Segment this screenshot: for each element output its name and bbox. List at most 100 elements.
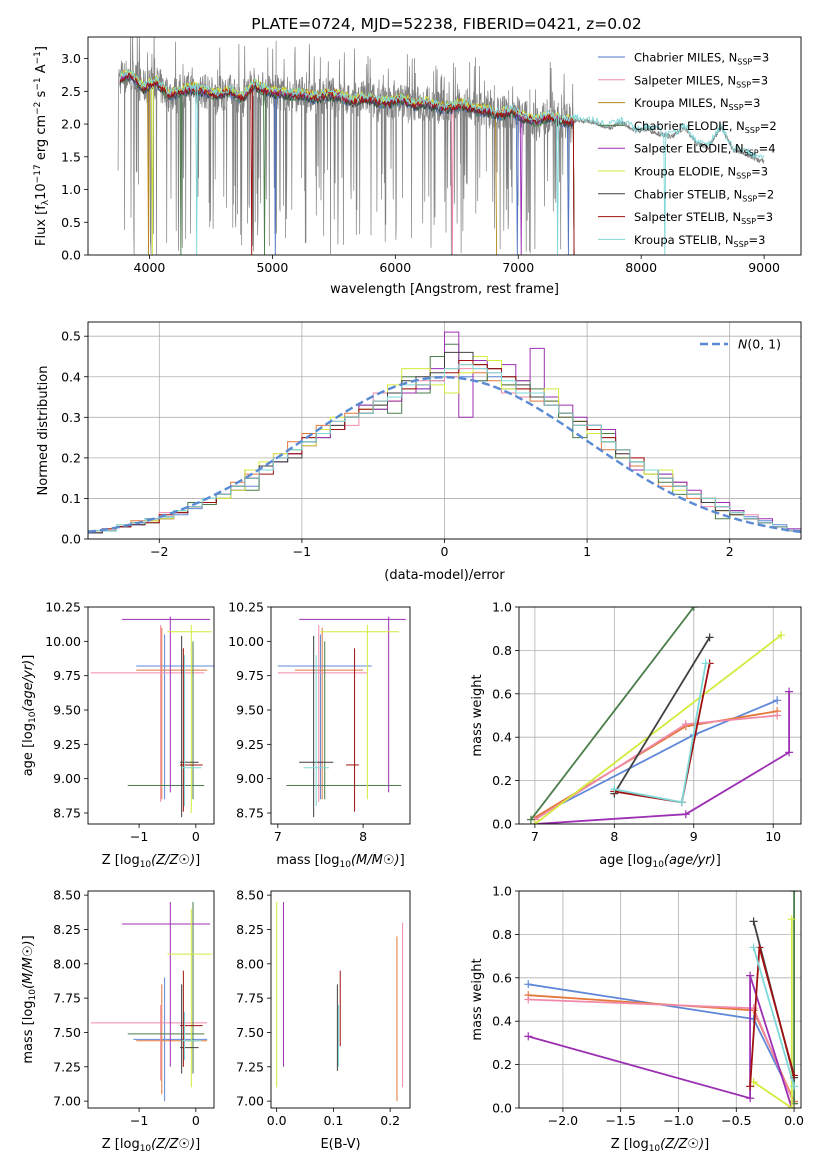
spectrum-panel: PLATE=0724, MJD=52238, FIBERID=0421, z=0… [33, 15, 802, 297]
axes-frame [518, 890, 802, 1109]
y-tick-label: 9.50 [236, 703, 264, 718]
x-tick-label: 9 [690, 829, 698, 844]
legend-label: Chabrier STELIB, NSSP=2 [634, 187, 774, 203]
x-tick-label: 0.1 [323, 1113, 343, 1128]
weight-marker [787, 915, 796, 924]
y-tick-label: 1.0 [492, 600, 512, 615]
y-tick-label: 8.75 [53, 806, 81, 821]
xlabel-part: ] [704, 1137, 709, 1152]
ylabel-sub: λ [41, 199, 51, 205]
ylabel-part: ] [21, 655, 36, 660]
ylabel-sup: −1 [33, 51, 43, 64]
weight-marker [790, 891, 799, 895]
weight-series [530, 607, 695, 821]
legend-post: =2 [757, 187, 774, 201]
panel-ylabel: age [log10(age/yr)] [21, 655, 38, 777]
histogram-xlabel: (data-model)/error [384, 568, 505, 583]
panel-xlabel: Z [log10(Z/Z☉)] [611, 1137, 709, 1154]
legend-sub: SSP [742, 194, 757, 203]
ylabel-part: ] [34, 46, 49, 51]
y-tick-label: 7.50 [236, 1025, 264, 1040]
legend-sub: SSP [736, 172, 751, 181]
mass-extinction-panel: 0.0 0.1 0.2 7.00 7.25 7.50 7.75 8.00 8.25 8.50 E(B… [236, 888, 411, 1152]
weight-marker [681, 720, 690, 729]
data-point [136, 634, 214, 800]
y-tick-label: 1.0 [61, 182, 81, 197]
panel-xlabel: mass [log10(M/M☉)] [276, 853, 404, 870]
y-tick-label: 0.4 [492, 730, 512, 745]
ylabel-sub: 10 [28, 989, 38, 1001]
xlabel-part: (M/M☉) [351, 853, 400, 868]
x-tick-label: −2 [150, 544, 168, 559]
y-tick-label: 7.75 [236, 991, 264, 1006]
x-tick-label: 5000 [256, 260, 288, 275]
x-tick-label: −1.0 [663, 1113, 693, 1128]
legend-part: N [738, 337, 748, 352]
x-tick-label: −1 [130, 829, 148, 844]
x-tick-label: 7 [531, 829, 539, 844]
xlabel-part: ] [400, 853, 405, 868]
normal-curve [88, 375, 801, 534]
data-point [299, 616, 406, 793]
legend-label: Chabrier ELODIE, NSSP=2 [634, 119, 777, 135]
legend-sub: SSP [729, 103, 744, 112]
y-tick-label: 7.00 [53, 1094, 81, 1109]
weight-marker [746, 1082, 755, 1091]
xlabel-part: ] [716, 853, 721, 868]
weight-data [526, 607, 794, 824]
y-tick-label: 0.6 [492, 970, 512, 985]
data-point [90, 624, 205, 803]
legend-sub: SSP [734, 240, 749, 249]
y-tick-label: 2.0 [61, 117, 81, 132]
spectrum-xlabel: wavelength [Angstrom, rest frame] [330, 282, 559, 297]
ylabel-part: (M/M☉) [21, 940, 36, 989]
histogram-series [88, 364, 801, 532]
y-tick-label: 8.00 [53, 956, 81, 971]
y-tick-label: 9.50 [53, 703, 81, 718]
y-tick-label: 0.0 [492, 1101, 512, 1116]
y-tick-label: 0.2 [61, 450, 81, 465]
age-metallicity-panel: −1 0 8.75 9.00 9.25 9.50 9.75 10.00 10.25 age [lo… [21, 600, 215, 870]
legend-post: =3 [756, 210, 773, 224]
weight-marker [681, 810, 690, 819]
weight-series [613, 636, 711, 795]
y-tick-label: 0.8 [492, 643, 512, 658]
weight-series [614, 663, 711, 804]
model-spectrum [119, 67, 765, 255]
y-tick-label: 8.50 [53, 888, 81, 903]
y-tick-label: 7.25 [236, 1059, 264, 1074]
legend-post: =2 [760, 119, 777, 133]
x-tick-label: 8 [610, 829, 618, 844]
y-tick-label: 0.1 [61, 491, 81, 506]
weight-series [534, 710, 778, 819]
legend-label: Kroupa MILES, NSSP=3 [634, 96, 760, 112]
y-tick-label: 8.75 [236, 806, 264, 821]
data-point [181, 1011, 202, 1060]
panel-xlabel: Z [log10(Z/Z☉)] [102, 1137, 200, 1154]
xlabel-sub: 10 [649, 1144, 661, 1154]
weight-marker [749, 917, 758, 926]
y-tick-label: 9.75 [236, 668, 264, 683]
weight-marker [785, 687, 794, 696]
x-tick-label: 0 [441, 544, 449, 559]
axes-frame [270, 606, 411, 825]
y-tick-label: 1.5 [61, 149, 81, 164]
legend-label: Kroupa ELODIE, NSSP=3 [634, 165, 768, 181]
weight-marker [777, 631, 786, 640]
legend-label: Salpeter ELODIE, NSSP=4 [634, 142, 776, 158]
y-tick-label: 10.00 [228, 634, 264, 649]
weight-marker [790, 1082, 799, 1091]
weight-series [534, 634, 782, 824]
ylabel-part: 10 [34, 183, 49, 200]
legend-label: Kroupa STELIB, NSSP=3 [634, 233, 765, 249]
y-tick-label: 0.5 [61, 215, 81, 230]
ylabel-part: (age/yr) [21, 660, 36, 712]
data-point [181, 655, 202, 807]
weight-marker [689, 607, 698, 611]
weight-marker [526, 815, 535, 824]
y-tick-label: 9.00 [53, 771, 81, 786]
legend-label: Chabrier MILES, NSSP=3 [634, 51, 769, 67]
spectrum-data [117, 37, 765, 255]
errorbar-data [90, 901, 212, 1102]
weight-marker [787, 1104, 796, 1108]
